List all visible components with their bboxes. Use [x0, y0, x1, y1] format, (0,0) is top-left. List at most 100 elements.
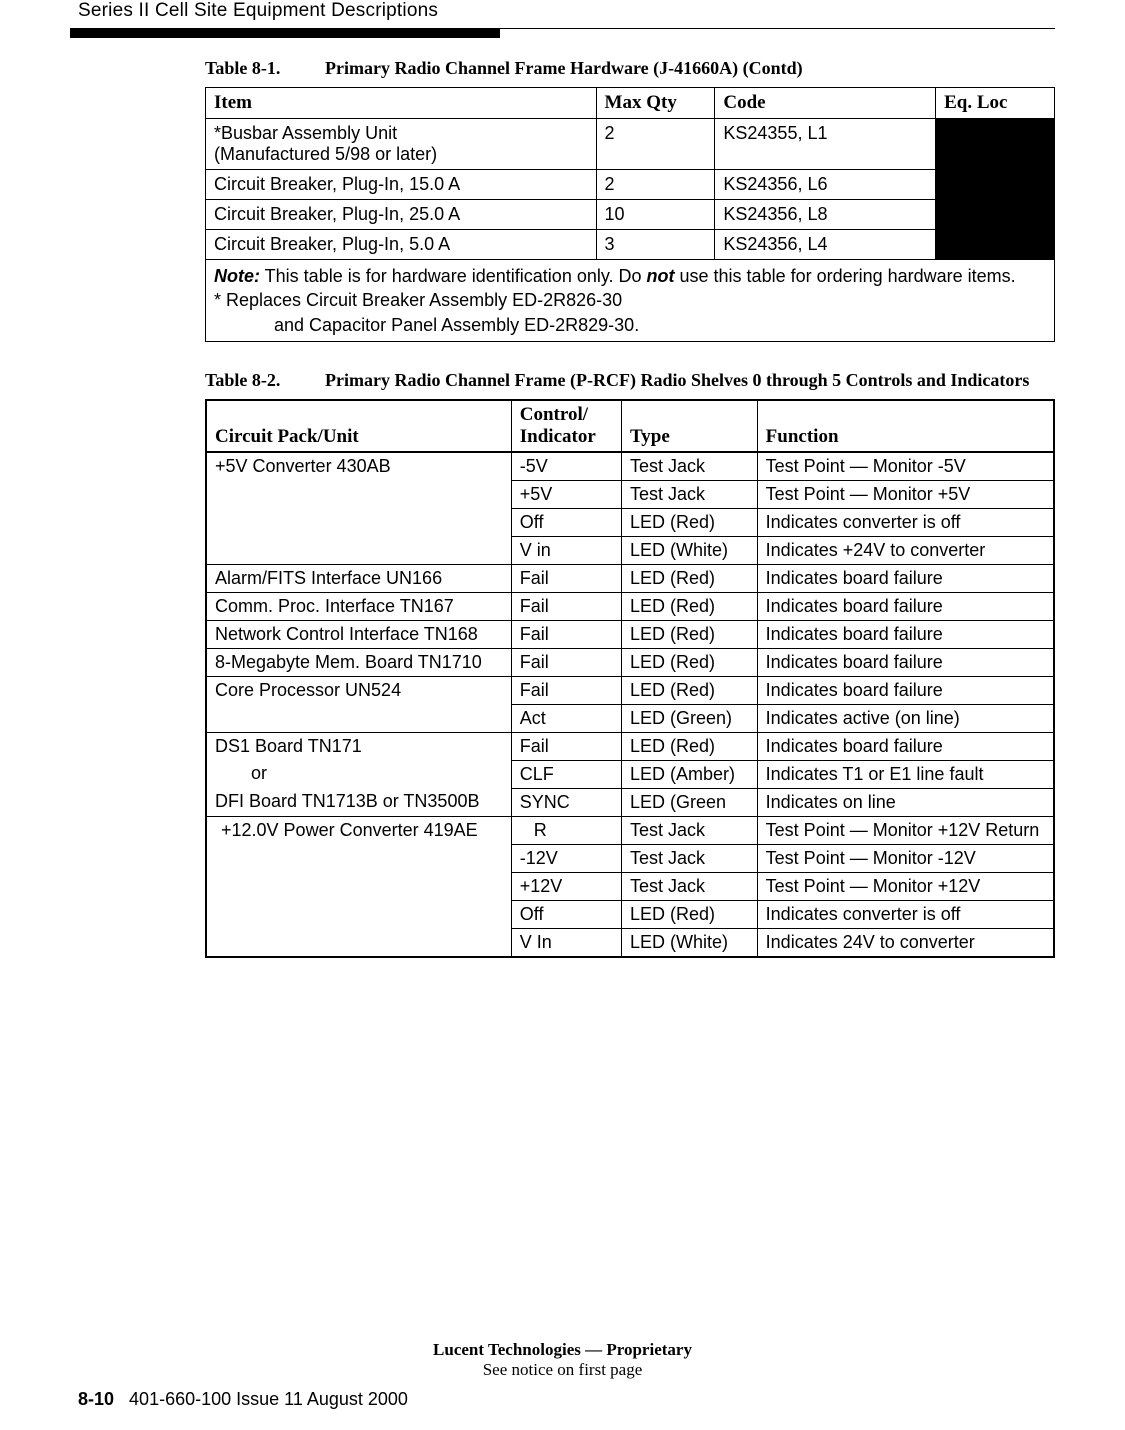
- function-cell: Indicates board failure: [757, 648, 1054, 676]
- eqloc-redacted: [936, 119, 1055, 260]
- function-cell: Indicates T1 or E1 line fault: [757, 760, 1054, 788]
- qty-cell: 10: [596, 200, 715, 230]
- unit-cell: [206, 704, 511, 732]
- function-cell: Indicates converter is off: [757, 900, 1054, 928]
- table-row: +5V Test Jack Test Point — Monitor +5V: [206, 480, 1054, 508]
- code-cell: KS24356, L4: [715, 230, 936, 260]
- col-header-type: Type: [622, 400, 758, 452]
- unit-cell: [206, 480, 511, 508]
- col-header-function: Function: [757, 400, 1054, 452]
- type-cell: LED (Red): [622, 592, 758, 620]
- unit-cell: [206, 872, 511, 900]
- item-line1: *Busbar Assembly Unit: [214, 123, 397, 143]
- col-header-item: Item: [206, 88, 597, 119]
- col-header-ci1: Control/: [520, 404, 588, 425]
- type-cell: LED (Green): [622, 704, 758, 732]
- item-cell: Circuit Breaker, Plug-In, 25.0 A: [206, 200, 597, 230]
- type-cell: LED (Red): [622, 900, 758, 928]
- table-row: *Busbar Assembly Unit (Manufactured 5/98…: [206, 119, 1055, 170]
- item-cell: Circuit Breaker, Plug-In, 5.0 A: [206, 230, 597, 260]
- indicator-cell: Fail: [511, 648, 621, 676]
- type-cell: Test Jack: [622, 872, 758, 900]
- indicator-cell: -5V: [511, 452, 621, 481]
- indicator-cell: Off: [511, 900, 621, 928]
- unit-cell: +12.0V Power Converter 419AE: [206, 816, 511, 844]
- type-cell: LED (White): [622, 928, 758, 957]
- indicator-cell: Fail: [511, 592, 621, 620]
- table-row: Alarm/FITS Interface UN166 Fail LED (Red…: [206, 564, 1054, 592]
- type-cell: LED (Red): [622, 732, 758, 760]
- col-header-maxqty: Max Qty: [596, 88, 715, 119]
- function-cell: Test Point — Monitor -5V: [757, 452, 1054, 481]
- page-number: 8-10 401-660-100 Issue 11 August 2000: [78, 1389, 408, 1410]
- indicator-cell: -12V: [511, 844, 621, 872]
- indicator-cell: +5V: [511, 480, 621, 508]
- footer-notice: See notice on first page: [0, 1360, 1125, 1380]
- unit-cell: +5V Converter 430AB: [206, 452, 511, 481]
- item-cell: Circuit Breaker, Plug-In, 15.0 A: [206, 170, 597, 200]
- col-header-ci2: Indicator: [520, 426, 596, 447]
- indicator-cell: CLF: [511, 760, 621, 788]
- function-cell: Indicates board failure: [757, 732, 1054, 760]
- table-row: Core Processor UN524 Fail LED (Red) Indi…: [206, 676, 1054, 704]
- table-header-row: Circuit Pack/Unit Control/ Indicator Typ…: [206, 400, 1054, 452]
- table-row: V in LED (White) Indicates +24V to conve…: [206, 536, 1054, 564]
- function-cell: Test Point — Monitor +12V: [757, 872, 1054, 900]
- unit-cell: [206, 928, 511, 957]
- note-text-2: * Replaces Circuit Breaker Assembly ED-2…: [214, 290, 622, 310]
- col-header-eqloc: Eq. Loc: [936, 88, 1055, 119]
- type-cell: LED (White): [622, 536, 758, 564]
- type-cell: LED (Red): [622, 508, 758, 536]
- function-cell: Indicates board failure: [757, 564, 1054, 592]
- section-title: Series II Cell Site Equipment Descriptio…: [78, 0, 1055, 22]
- unit-cell: Network Control Interface TN168: [206, 620, 511, 648]
- function-cell: Test Point — Monitor +12V Return: [757, 816, 1054, 844]
- unit-cell: 8-Megabyte Mem. Board TN1710: [206, 648, 511, 676]
- function-cell: Indicates board failure: [757, 676, 1054, 704]
- type-cell: LED (Red): [622, 648, 758, 676]
- table-row: Act LED (Green) Indicates active (on lin…: [206, 704, 1054, 732]
- table-row: -12V Test Jack Test Point — Monitor -12V: [206, 844, 1054, 872]
- table-row: Comm. Proc. Interface TN167 Fail LED (Re…: [206, 592, 1054, 620]
- indicator-cell: V in: [511, 536, 621, 564]
- note-not-word: not: [647, 266, 675, 286]
- table-row: Off LED (Red) Indicates converter is off: [206, 508, 1054, 536]
- function-cell: Test Point — Monitor -12V: [757, 844, 1054, 872]
- unit-cell: Core Processor UN524: [206, 676, 511, 704]
- type-cell: LED (Red): [622, 564, 758, 592]
- item-line2: (Manufactured 5/98 or later): [214, 144, 437, 164]
- indicator-cell: Fail: [511, 564, 621, 592]
- type-cell: Test Jack: [622, 480, 758, 508]
- indicator-cell: Fail: [511, 732, 621, 760]
- unit-cell: [206, 508, 511, 536]
- table-row: +12.0V Power Converter 419AE R Test Jack…: [206, 816, 1054, 844]
- table-row: V In LED (White) Indicates 24V to conver…: [206, 928, 1054, 957]
- code-cell: KS24356, L8: [715, 200, 936, 230]
- item-cell: *Busbar Assembly Unit (Manufactured 5/98…: [206, 119, 597, 170]
- unit-cell: Alarm/FITS Interface UN166: [206, 564, 511, 592]
- function-cell: Indicates board failure: [757, 620, 1054, 648]
- type-cell: LED (Red): [622, 620, 758, 648]
- function-cell: Indicates active (on line): [757, 704, 1054, 732]
- unit-cell: DS1 Board TN171: [206, 732, 511, 760]
- table-caption-label: Table 8-2.: [205, 370, 325, 391]
- qty-cell: 2: [596, 170, 715, 200]
- table-row: +12V Test Jack Test Point — Monitor +12V: [206, 872, 1054, 900]
- table-8-2-caption: Table 8-2. Primary Radio Channel Frame (…: [205, 370, 1055, 391]
- type-cell: LED (Red): [622, 676, 758, 704]
- table-row: or CLF LED (Amber) Indicates T1 or E1 li…: [206, 760, 1054, 788]
- indicator-cell: Off: [511, 508, 621, 536]
- unit-cell: [206, 900, 511, 928]
- function-text: Test Point — Monitor +12V Return: [766, 820, 1045, 841]
- qty-cell: 3: [596, 230, 715, 260]
- col-header-indicator: Control/ Indicator: [511, 400, 621, 452]
- indicator-cell: Act: [511, 704, 621, 732]
- indicator-cell: V In: [511, 928, 621, 957]
- page-header: Series II Cell Site Equipment Descriptio…: [70, 0, 1055, 40]
- note-label: Note:: [214, 266, 260, 286]
- table-note-row: Note: This table is for hardware identif…: [206, 260, 1055, 342]
- function-cell: Indicates board failure: [757, 592, 1054, 620]
- table-8-1: Item Max Qty Code Eq. Loc *Busbar Assemb…: [205, 87, 1055, 342]
- col-header-unit: Circuit Pack/Unit: [206, 400, 511, 452]
- function-cell: Test Point — Monitor +5V: [757, 480, 1054, 508]
